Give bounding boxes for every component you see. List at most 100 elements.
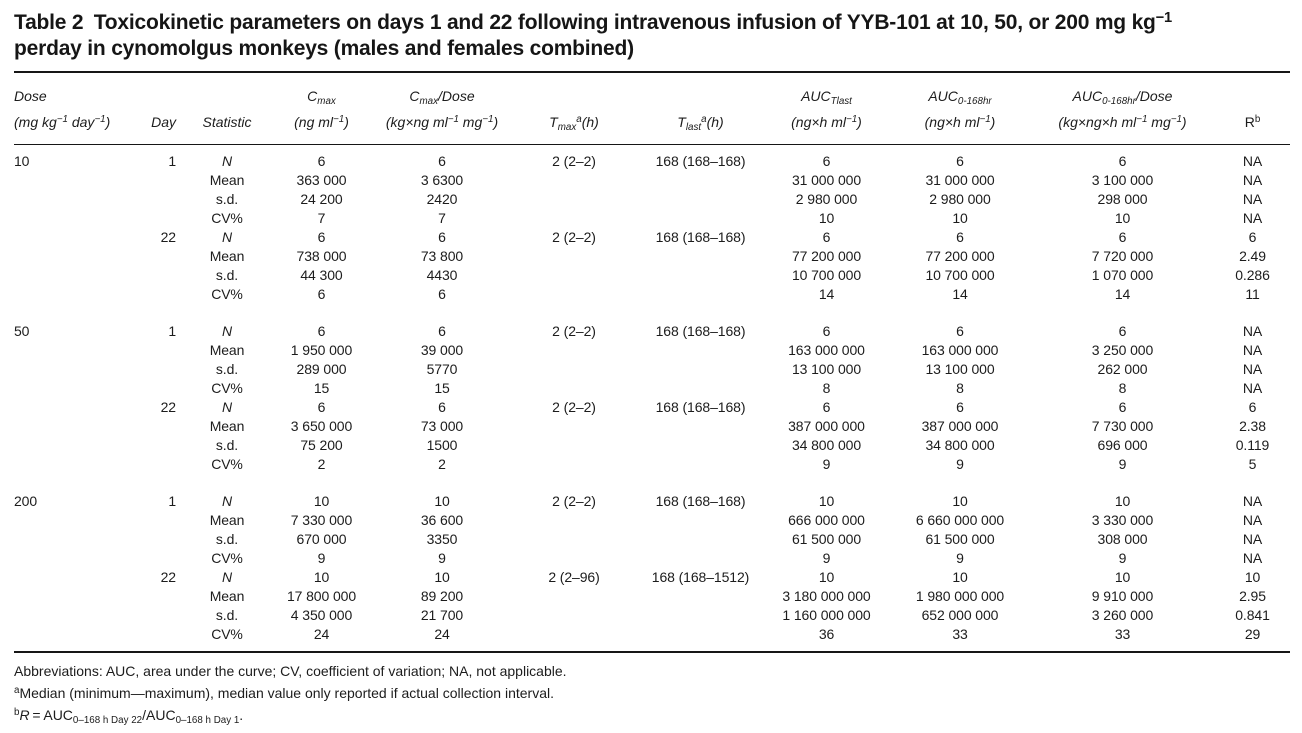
cell-cmax: 6 bbox=[317, 153, 326, 169]
cell-day bbox=[120, 530, 185, 549]
cell-auc-0-168hr: 10 700 000 bbox=[925, 267, 995, 283]
cell-statistic: Mean bbox=[209, 248, 245, 264]
cell-statistic: CV% bbox=[211, 456, 243, 472]
cell-statistic: N bbox=[221, 229, 232, 245]
cell-dose bbox=[14, 398, 120, 417]
cell-dose bbox=[14, 455, 120, 474]
cell-tlast: 168 (168–168) bbox=[655, 153, 746, 169]
cell-dose bbox=[14, 341, 120, 360]
table-row: s.d. 75 200 1500 34 800 000 34 800 000 696 00… bbox=[14, 436, 1290, 455]
cell-day bbox=[120, 360, 185, 379]
cell-cmax: 3 650 000 bbox=[290, 418, 353, 434]
cell-auc-0-168hr: 77 200 000 bbox=[925, 248, 995, 264]
cell-cmax: 24 bbox=[313, 626, 330, 642]
cell-r: 0.286 bbox=[1235, 267, 1270, 283]
cell-cmax: 6 bbox=[317, 286, 326, 302]
cell-auc-0-168hr: 6 bbox=[956, 229, 964, 245]
cell-statistic: CV% bbox=[211, 286, 243, 302]
table-row: Mean 3 650 000 73 000 387 000 000 387 000 00… bbox=[14, 417, 1290, 436]
cell-tmax bbox=[510, 360, 638, 379]
cell-auc-tlast: 10 bbox=[818, 210, 835, 226]
cell-auc-0-168hr: 33 bbox=[952, 626, 968, 642]
cell-cmax: 2 bbox=[317, 456, 326, 472]
cell-dose bbox=[14, 436, 120, 455]
cell-auc-0-168hr-dose: 1 070 000 bbox=[1091, 267, 1154, 283]
cell-day: 1 bbox=[168, 153, 176, 169]
cell-tmax bbox=[510, 247, 638, 266]
cell-day bbox=[120, 190, 185, 209]
cell-tmax bbox=[510, 417, 638, 436]
table-footnotes: Abbreviations: AUC, area under the curve… bbox=[14, 653, 1290, 726]
cell-tlast bbox=[638, 266, 763, 285]
cell-tmax bbox=[510, 266, 638, 285]
table-row: Mean 17 800 000 89 200 3 180 000 000 1 980 0… bbox=[14, 587, 1290, 606]
cell-cmax-dose: 6 bbox=[438, 323, 446, 339]
cell-day: 22 bbox=[160, 569, 176, 585]
cell-tlast: 168 (168–168) bbox=[655, 229, 746, 245]
cell-cmax: 670 000 bbox=[296, 531, 347, 547]
cell-cmax-dose: 6 bbox=[438, 286, 446, 302]
cell-auc-0-168hr-dose: 3 330 000 bbox=[1091, 512, 1154, 528]
cell-tlast bbox=[638, 455, 763, 474]
cell-auc-0-168hr-dose: 3 260 000 bbox=[1091, 607, 1154, 623]
cell-auc-tlast: 666 000 000 bbox=[788, 512, 865, 528]
table-row: s.d. 670 000 3350 61 500 000 61 500 000 308 0… bbox=[14, 530, 1290, 549]
table-body: 10 1 N 6 6 2 (2–2) 168 (168–168) 6 6 6 NA Mean 363 0… bbox=[14, 145, 1290, 653]
cell-cmax-dose: 73 800 bbox=[420, 248, 464, 264]
cell-auc-0-168hr: 6 660 000 000 bbox=[915, 512, 1005, 528]
cell-auc-0-168hr-dose: 6 bbox=[1118, 153, 1127, 169]
cell-auc-0-168hr-dose: 9 bbox=[1118, 456, 1127, 472]
cell-dose: 50 bbox=[14, 323, 30, 339]
cell-auc-0-168hr-dose: 7 730 000 bbox=[1091, 418, 1154, 434]
cell-cmax-dose: 89 200 bbox=[420, 588, 464, 604]
cell-dose bbox=[14, 285, 120, 304]
cell-r: NA bbox=[1242, 493, 1263, 509]
cell-auc-0-168hr: 387 000 000 bbox=[921, 418, 999, 434]
cell-tlast bbox=[638, 436, 763, 455]
cell-statistic: N bbox=[221, 153, 232, 169]
cell-cmax: 44 300 bbox=[300, 267, 343, 283]
cell-auc-tlast: 1 160 000 000 bbox=[782, 607, 871, 623]
cell-statistic: CV% bbox=[211, 550, 243, 566]
cell-cmax-dose: 10 bbox=[434, 493, 450, 509]
col-header-dose: Dose (mg kg−1 day−1) bbox=[14, 72, 120, 145]
cell-tmax bbox=[510, 209, 638, 228]
cell-auc-0-168hr: 31 000 000 bbox=[925, 172, 995, 188]
cell-day bbox=[120, 436, 185, 455]
cell-r: 29 bbox=[1244, 626, 1261, 642]
cell-auc-0-168hr: 6 bbox=[956, 399, 964, 415]
cell-tmax: 2 (2–2) bbox=[552, 399, 596, 415]
cell-tlast bbox=[638, 190, 763, 209]
cell-dose bbox=[14, 587, 120, 606]
cell-auc-0-168hr-dose: 10 bbox=[1114, 493, 1131, 509]
cell-auc-tlast: 8 bbox=[822, 380, 831, 396]
toxicokinetic-table: Dose (mg kg−1 day−1) Day Statistic Cmax (ng m… bbox=[14, 71, 1290, 653]
cell-auc-0-168hr-dose: 6 bbox=[1118, 229, 1127, 245]
cell-dose bbox=[14, 209, 120, 228]
cell-auc-0-168hr: 2 980 000 bbox=[929, 191, 991, 207]
col-header-r: Rb bbox=[1215, 72, 1290, 145]
table-row: s.d. 289 000 5770 13 100 000 13 100 000 262 0… bbox=[14, 360, 1290, 379]
cell-day bbox=[120, 625, 185, 652]
cell-dose bbox=[14, 228, 120, 247]
cell-statistic: CV% bbox=[211, 626, 243, 642]
cell-cmax: 24 200 bbox=[300, 191, 343, 207]
cell-r: 0.119 bbox=[1235, 437, 1270, 453]
cell-auc-0-168hr: 14 bbox=[952, 286, 968, 302]
table-row: Mean 1 950 000 39 000 163 000 000 163 000 00… bbox=[14, 341, 1290, 360]
cell-dose bbox=[14, 190, 120, 209]
table-row: CV% 15 15 8 8 8 NA bbox=[14, 379, 1290, 398]
cell-tlast bbox=[638, 530, 763, 549]
cell-tlast bbox=[638, 360, 763, 379]
cell-tlast bbox=[638, 511, 763, 530]
cell-auc-0-168hr-dose: 14 bbox=[1114, 286, 1131, 302]
cell-tmax: 2 (2–96) bbox=[548, 569, 600, 585]
cell-r: 6 bbox=[1248, 399, 1257, 415]
cell-auc-0-168hr-dose: 10 bbox=[1114, 210, 1131, 226]
cell-tmax bbox=[510, 455, 638, 474]
cell-statistic: Mean bbox=[209, 342, 245, 358]
cell-day bbox=[120, 266, 185, 285]
cell-cmax-dose: 3 6300 bbox=[420, 172, 464, 188]
cell-auc-tlast: 10 bbox=[818, 493, 835, 509]
cell-auc-tlast: 163 000 000 bbox=[788, 342, 865, 358]
